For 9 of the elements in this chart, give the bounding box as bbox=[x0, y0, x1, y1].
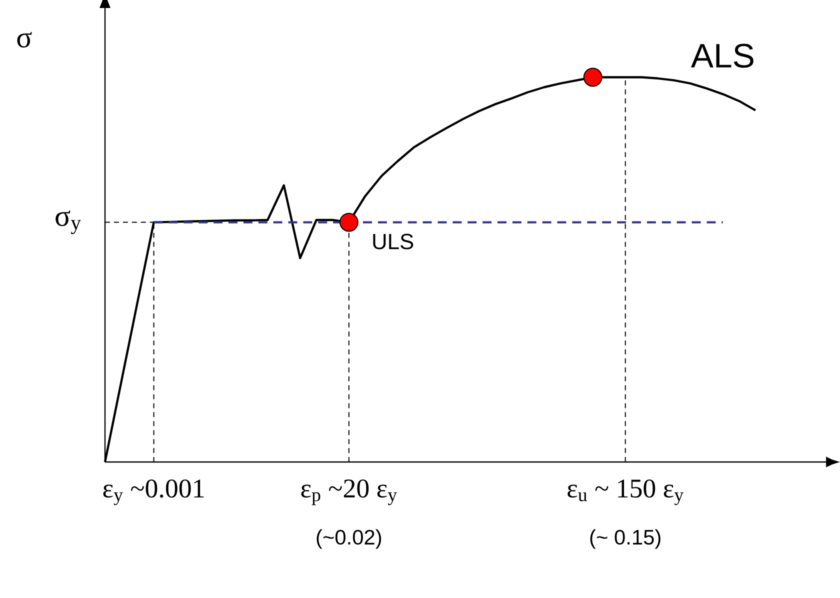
ref-line-label: σ$_{y}$ bbox=[56, 210, 81, 234]
text: (~0.02) bbox=[316, 529, 382, 549]
text: (~ 0.15) bbox=[590, 529, 660, 549]
x-tick-label: ε$_{p}$ ~20 ε$_{y}$ bbox=[301, 479, 398, 506]
y-axis-title: σ bbox=[17, 32, 32, 48]
x-tick-label: ε$_{u}$ ~ 150 ε$_{y}$ bbox=[568, 479, 684, 506]
series-label: ULS bbox=[373, 234, 414, 250]
series-label: ALS bbox=[690, 44, 754, 68]
x-tick-label: ε$_{y}$ ~0.001 bbox=[103, 479, 204, 506]
